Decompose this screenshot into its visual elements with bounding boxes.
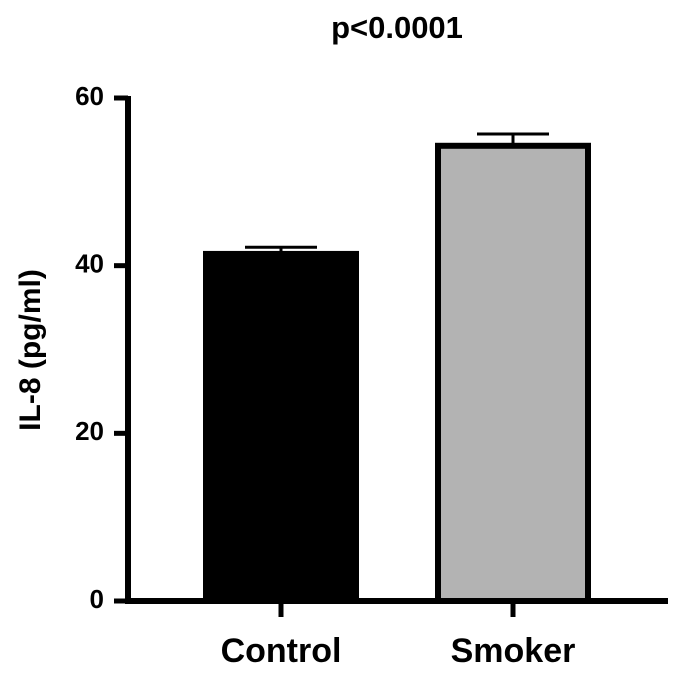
y-tick-label: 0 [90,584,104,614]
x-tick-label: Control [221,632,342,670]
bar [435,142,591,604]
bar [203,250,359,604]
x-tick-label: Smoker [451,632,576,670]
y-tick-label: 20 [75,416,104,446]
y-axis-label: IL-8 (pg/ml) [14,269,47,431]
y-tick-label: 60 [75,81,104,111]
y-tick-label: 40 [75,249,104,279]
chart-title: p<0.0001 [331,10,463,45]
